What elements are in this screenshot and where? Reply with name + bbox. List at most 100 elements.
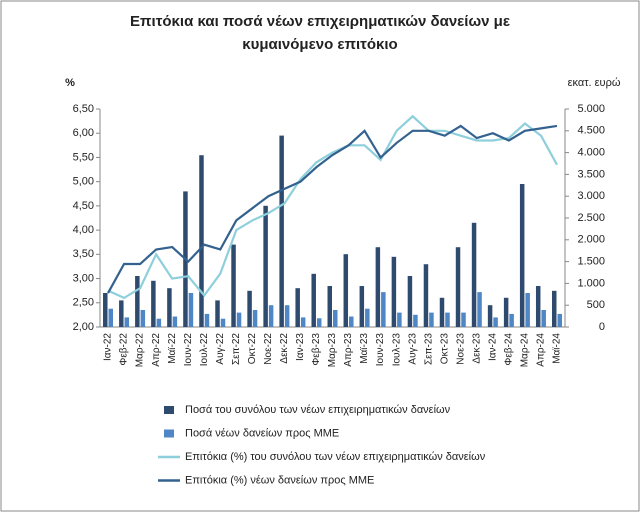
- bar: [295, 288, 300, 327]
- bar: [327, 286, 332, 327]
- bar: [349, 316, 354, 327]
- x-tick-label: Φεβ-22: [119, 333, 130, 366]
- y2-tick-label: 1.000: [577, 277, 605, 289]
- bar: [108, 308, 114, 327]
- bar: [343, 254, 349, 327]
- y2-tick-label: 3.000: [577, 190, 605, 202]
- bar: [471, 222, 477, 327]
- bar: [413, 314, 418, 327]
- bar: [391, 256, 397, 327]
- bar: [519, 183, 525, 327]
- bar: [445, 312, 450, 327]
- bar: [151, 280, 156, 327]
- bar: [284, 305, 290, 327]
- x-tick-label: Ιαν-22: [103, 333, 114, 361]
- bar: [365, 308, 370, 327]
- x-tick-label: Ιουν-22: [183, 333, 194, 367]
- x-tick-label: Δεκ-23: [471, 333, 482, 364]
- x-tick-label: Ιαν-23: [295, 333, 306, 361]
- bar: [156, 318, 162, 327]
- y2-axis-label: εκατ. ευρώ: [568, 77, 621, 89]
- y-tick-label: 5,00: [73, 176, 94, 188]
- bar: [525, 292, 530, 327]
- chart-title: κυμαινόμενο επιτόκιο: [242, 36, 397, 53]
- bar: [140, 309, 146, 327]
- bar: [535, 286, 541, 327]
- x-tick-label: Μαρ-22: [135, 333, 146, 368]
- bar: [300, 317, 306, 327]
- y-tick-label: 4,00: [73, 224, 94, 236]
- bar: [509, 313, 514, 327]
- x-tick-label: Απρ-24: [536, 333, 547, 367]
- y2-tick-label: 0: [599, 321, 605, 333]
- y-axis-label: %: [65, 77, 75, 89]
- x-tick-label: Φεβ-23: [311, 333, 322, 366]
- bar: [103, 292, 108, 327]
- x-tick-label: Μαϊ-22: [167, 333, 178, 364]
- bar: [231, 244, 236, 327]
- y-tick-label: 4,50: [73, 200, 94, 212]
- x-tick-label: Ιουν-23: [375, 333, 386, 367]
- y-tick-label: 3,00: [73, 272, 94, 284]
- bar: [461, 312, 466, 327]
- bar: [119, 300, 124, 327]
- x-tick-label: Σεπ-23: [423, 333, 434, 365]
- y-tick-label: 2,50: [73, 297, 94, 309]
- bar: [263, 205, 268, 327]
- line: [107, 124, 558, 294]
- x-tick-label: Μαρ-24: [520, 333, 531, 368]
- bar: [204, 313, 210, 327]
- bar: [407, 275, 413, 327]
- chart-title: Επιτόκια και ποσά νέων επιχειρηματικών δ…: [130, 13, 510, 30]
- bar: [493, 317, 498, 327]
- y2-tick-label: 2.000: [577, 234, 605, 246]
- x-tick-label: Μαϊ-24: [552, 333, 563, 364]
- bar: [172, 316, 178, 327]
- bar: [135, 275, 140, 327]
- bar: [487, 305, 493, 327]
- y2-tick-label: 5.000: [577, 103, 605, 115]
- x-tick-label: Μαϊ-23: [359, 333, 370, 364]
- bar: [188, 292, 194, 327]
- y-tick-label: 6,50: [73, 103, 94, 115]
- bar: [316, 318, 322, 327]
- bar: [279, 135, 284, 327]
- bar: [247, 290, 252, 327]
- x-tick-label: Απρ-22: [151, 333, 162, 367]
- legend-swatch: [164, 406, 174, 414]
- bar: [311, 273, 316, 327]
- bar: [381, 292, 386, 327]
- x-tick-label: Οκτ-22: [247, 333, 258, 365]
- x-tick-label: Ιουλ-22: [199, 333, 210, 367]
- bar: [551, 290, 557, 327]
- y-tick-label: 5,50: [73, 151, 94, 163]
- bar: [375, 247, 381, 327]
- bar: [477, 292, 482, 327]
- x-tick-label: Ιουλ-23: [391, 333, 402, 367]
- bar: [124, 317, 130, 327]
- bar: [541, 309, 546, 327]
- bar: [333, 309, 338, 327]
- x-tick-label: Δεκ-22: [279, 333, 290, 364]
- bar: [236, 312, 242, 327]
- x-tick-label: Μαρ-23: [327, 333, 338, 368]
- x-tick-label: Απρ-23: [343, 333, 354, 367]
- y-tick-label: 6,00: [73, 127, 94, 139]
- y2-tick-label: 3.500: [577, 168, 605, 180]
- bar: [423, 264, 429, 327]
- y2-tick-label: 2.500: [577, 212, 605, 224]
- legend-label: Επιτόκια (%) νέων δανείων προς ΜΜΕ: [185, 474, 374, 486]
- bar: [252, 309, 258, 327]
- x-tick-label: Νοε-23: [455, 333, 466, 365]
- x-tick-label: Αυγ-23: [407, 333, 418, 365]
- bar: [220, 318, 226, 327]
- legend-label: Επιτόκια (%) του συνόλου των νέων επιχει…: [185, 451, 486, 463]
- x-tick-label: Φεβ-24: [504, 333, 515, 366]
- x-tick-label: Αυγ-22: [215, 333, 226, 365]
- bar: [199, 155, 204, 327]
- x-tick-label: Οκτ-23: [439, 333, 450, 365]
- bar: [557, 313, 562, 327]
- y2-tick-label: 500: [587, 299, 605, 311]
- bar: [397, 312, 402, 327]
